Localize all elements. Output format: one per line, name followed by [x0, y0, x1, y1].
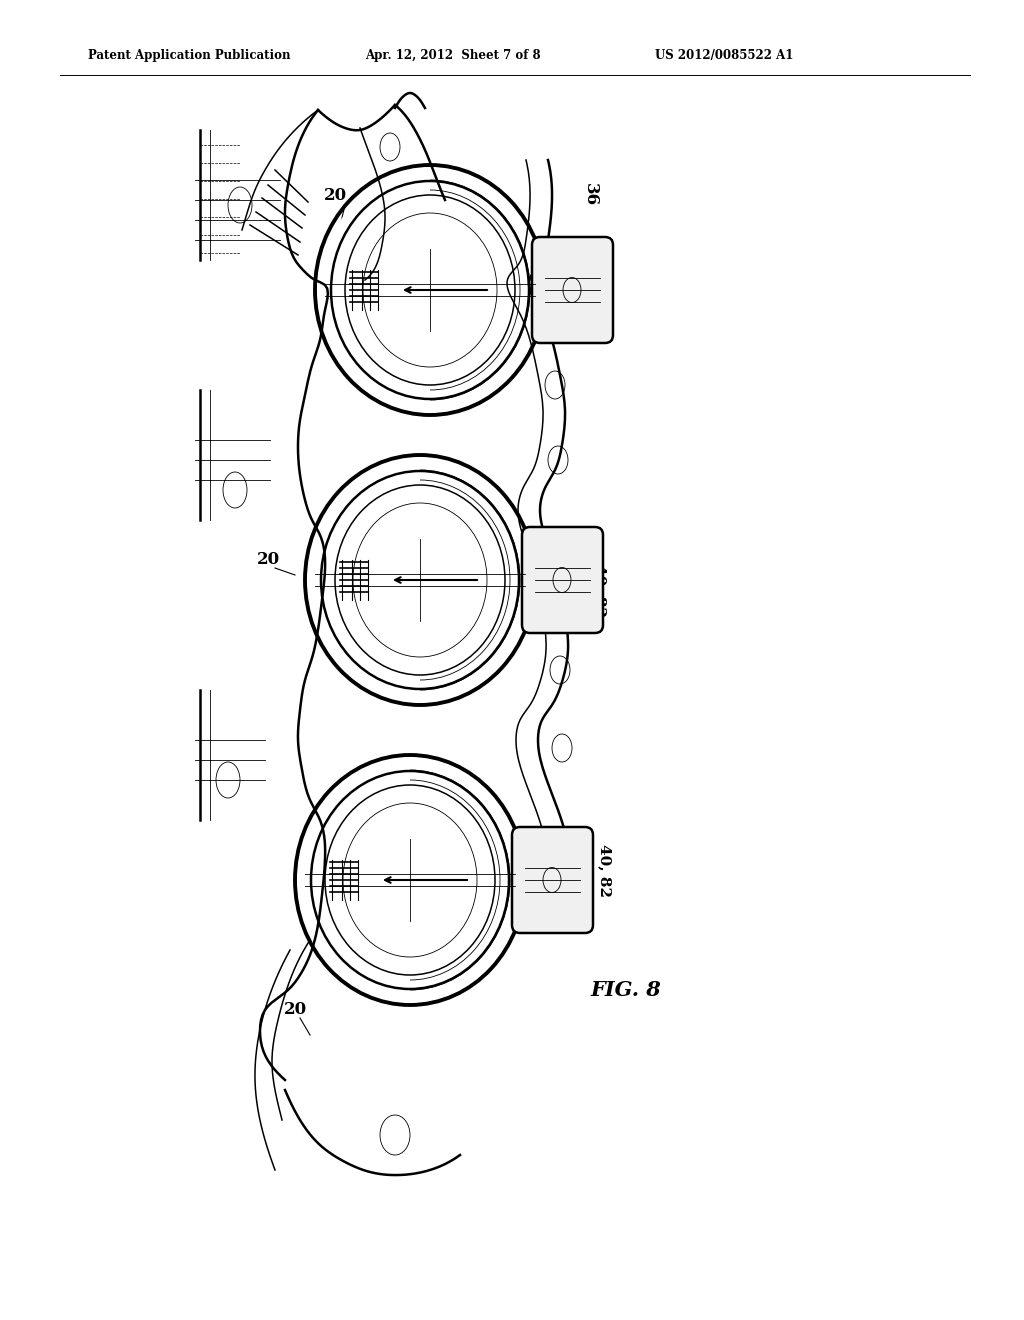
- Ellipse shape: [319, 170, 540, 411]
- FancyBboxPatch shape: [522, 527, 603, 634]
- Text: 20: 20: [256, 552, 280, 569]
- Text: 40, 82: 40, 82: [593, 564, 607, 616]
- Text: US 2012/0085522 A1: US 2012/0085522 A1: [655, 49, 794, 62]
- Text: 20: 20: [284, 1002, 306, 1019]
- Text: 40, 82: 40, 82: [583, 284, 597, 337]
- Text: 40, 82: 40, 82: [598, 843, 612, 896]
- Text: 36: 36: [582, 183, 598, 206]
- Text: Apr. 12, 2012  Sheet 7 of 8: Apr. 12, 2012 Sheet 7 of 8: [365, 49, 541, 62]
- Text: 20: 20: [324, 186, 346, 203]
- Text: Patent Application Publication: Patent Application Publication: [88, 49, 291, 62]
- FancyBboxPatch shape: [532, 238, 613, 343]
- FancyBboxPatch shape: [512, 828, 593, 933]
- Ellipse shape: [310, 459, 530, 700]
- Ellipse shape: [300, 760, 520, 1001]
- Text: FIG. 8: FIG. 8: [590, 979, 660, 1001]
